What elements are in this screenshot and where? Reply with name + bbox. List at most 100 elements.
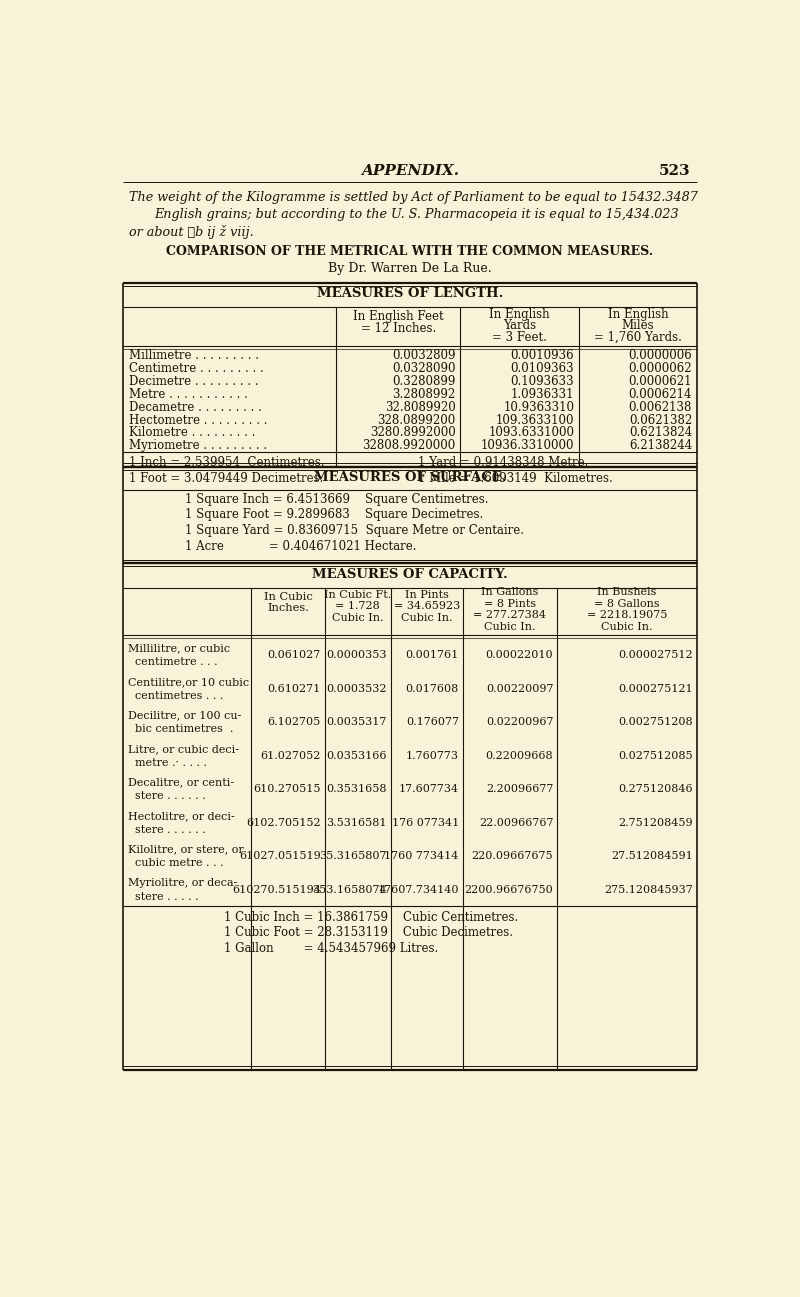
Text: = 34.65923: = 34.65923 (394, 601, 460, 611)
Text: Myriolitre, or deca-: Myriolitre, or deca- (128, 878, 238, 887)
Text: 22.00966767: 22.00966767 (479, 817, 554, 827)
Text: 0.00220097: 0.00220097 (486, 684, 554, 694)
Text: 0.0010936: 0.0010936 (510, 349, 574, 362)
Text: Kilolitre, or stere, or: Kilolitre, or stere, or (128, 844, 244, 855)
Text: 0.0328090: 0.0328090 (392, 362, 456, 375)
Text: 610270.515194: 610270.515194 (232, 885, 321, 895)
Text: 1 Mile = 1.6093149  Kilometres.: 1 Mile = 1.6093149 Kilometres. (418, 472, 613, 485)
Text: In Gallons: In Gallons (482, 588, 538, 597)
Text: 328.0899200: 328.0899200 (378, 414, 456, 427)
Text: Centilitre,or 10 cubic: Centilitre,or 10 cubic (128, 677, 249, 686)
Text: English grains; but according to the U. S. Pharmacopeia it is equal to 15,434.02: English grains; but according to the U. … (154, 209, 679, 222)
Text: 610.270515: 610.270515 (254, 785, 321, 794)
Text: Millimetre . . . . . . . . .: Millimetre . . . . . . . . . (130, 349, 259, 362)
Text: 3280.8992000: 3280.8992000 (370, 427, 456, 440)
Text: 1 Square Yard = 0.83609715  Square Metre or Centaire.: 1 Square Yard = 0.83609715 Square Metre … (186, 524, 524, 537)
Text: Miles: Miles (622, 319, 654, 332)
Text: In Cubic Ft.: In Cubic Ft. (324, 590, 391, 599)
Text: Myriometre . . . . . . . . .: Myriometre . . . . . . . . . (130, 440, 267, 453)
Text: = 3 Feet.: = 3 Feet. (492, 331, 547, 344)
Text: 1093.6331000: 1093.6331000 (488, 427, 574, 440)
Text: Cubic In.: Cubic In. (401, 612, 453, 623)
Text: 3.2808992: 3.2808992 (393, 388, 456, 401)
Text: 0.0621382: 0.0621382 (629, 414, 692, 427)
Text: APPENDIX.: APPENDIX. (361, 163, 459, 178)
Text: 0.002751208: 0.002751208 (618, 717, 693, 728)
Text: By Dr. Warren De La Rue.: By Dr. Warren De La Rue. (328, 262, 492, 275)
Text: Centimetre . . . . . . . . .: Centimetre . . . . . . . . . (130, 362, 264, 375)
Text: 0.000027512: 0.000027512 (618, 650, 693, 660)
Text: In English: In English (490, 307, 550, 320)
Text: MEASURES OF CAPACITY.: MEASURES OF CAPACITY. (312, 568, 508, 581)
Text: 0.0109363: 0.0109363 (510, 362, 574, 375)
Text: 0.0353166: 0.0353166 (326, 751, 386, 760)
Text: 6.2138244: 6.2138244 (629, 440, 692, 453)
Text: 1 Gallon        = 4.543457969 Litres.: 1 Gallon = 4.543457969 Litres. (224, 942, 438, 955)
Text: 176 077341: 176 077341 (391, 817, 459, 827)
Text: 0.0000621: 0.0000621 (629, 375, 692, 388)
Text: 0.000275121: 0.000275121 (618, 684, 693, 694)
Text: or about ᭢b ij ž viij.: or about ᭢b ij ž viij. (130, 224, 254, 239)
Text: 0.0000006: 0.0000006 (628, 349, 692, 362)
Text: 0.0000062: 0.0000062 (629, 362, 692, 375)
Text: Cubic In.: Cubic In. (332, 612, 383, 623)
Text: stere . . . . . .: stere . . . . . . (128, 825, 206, 834)
Text: centimetre . . .: centimetre . . . (128, 658, 218, 667)
Text: = 8 Gallons: = 8 Gallons (594, 599, 660, 608)
Text: 61027.051519: 61027.051519 (239, 851, 321, 861)
Text: 1760 773414: 1760 773414 (385, 851, 459, 861)
Text: 0.0000353: 0.0000353 (326, 650, 386, 660)
Text: Hectometre . . . . . . . . .: Hectometre . . . . . . . . . (130, 414, 268, 427)
Text: 0.001761: 0.001761 (406, 650, 459, 660)
Text: stere . . . . . .: stere . . . . . . (128, 791, 206, 802)
Text: In Bushels: In Bushels (598, 588, 657, 597)
Text: 2200.96676750: 2200.96676750 (465, 885, 554, 895)
Text: 1.0936331: 1.0936331 (510, 388, 574, 401)
Text: Cubic In.: Cubic In. (602, 621, 653, 632)
Text: Cubic In.: Cubic In. (484, 621, 536, 632)
Text: Decalitre, or centi-: Decalitre, or centi- (128, 777, 234, 787)
Text: In Pints: In Pints (405, 590, 449, 599)
Text: 0.22009668: 0.22009668 (486, 751, 554, 760)
Text: 0.6213824: 0.6213824 (629, 427, 692, 440)
Text: 0.176077: 0.176077 (406, 717, 459, 728)
Text: 0.610271: 0.610271 (268, 684, 321, 694)
Text: Hectolitre, or deci-: Hectolitre, or deci- (128, 811, 234, 821)
Text: 0.017608: 0.017608 (406, 684, 459, 694)
Text: In English Feet: In English Feet (353, 310, 444, 323)
Text: 523: 523 (659, 163, 690, 178)
Text: MEASURES OF LENGTH.: MEASURES OF LENGTH. (317, 288, 503, 301)
Text: 0.3531658: 0.3531658 (326, 785, 386, 794)
Text: cubic metre . . .: cubic metre . . . (128, 859, 223, 868)
Text: COMPARISON OF THE METRICAL WITH THE COMMON MEASURES.: COMPARISON OF THE METRICAL WITH THE COMM… (166, 245, 654, 258)
Text: Yards: Yards (503, 319, 536, 332)
Text: 35.3165807: 35.3165807 (319, 851, 386, 861)
Text: = 1.728: = 1.728 (335, 601, 380, 611)
Text: 1 Cubic Inch = 16.3861759    Cubic Centimetres.: 1 Cubic Inch = 16.3861759 Cubic Centimet… (224, 910, 518, 923)
Text: In English: In English (607, 307, 668, 320)
Text: Litre, or cubic deci-: Litre, or cubic deci- (128, 743, 239, 754)
Text: 0.027512085: 0.027512085 (618, 751, 693, 760)
Text: bic centimetres  .: bic centimetres . (128, 724, 234, 734)
Text: 0.0062138: 0.0062138 (629, 401, 692, 414)
Text: 0.0006214: 0.0006214 (629, 388, 692, 401)
Text: The weight of the Kilogramme is settled by Act of Parliament to be equal to 1543: The weight of the Kilogramme is settled … (130, 192, 698, 205)
Text: 0.0035317: 0.0035317 (326, 717, 386, 728)
Text: 1 Foot = 3.0479449 Decimetres.: 1 Foot = 3.0479449 Decimetres. (130, 472, 324, 485)
Text: 1 Cubic Foot = 28.3153119    Cubic Decimetres.: 1 Cubic Foot = 28.3153119 Cubic Decimetr… (224, 926, 513, 939)
Text: 0.02200967: 0.02200967 (486, 717, 554, 728)
Text: MEASURES OF SURFACE.: MEASURES OF SURFACE. (314, 471, 506, 484)
Text: Kilometre . . . . . . . . .: Kilometre . . . . . . . . . (130, 427, 256, 440)
Text: 1 Inch = 2.539954  Centimetres.: 1 Inch = 2.539954 Centimetres. (130, 457, 325, 470)
Text: 0.0003532: 0.0003532 (326, 684, 386, 694)
Text: In Cubic: In Cubic (263, 591, 312, 602)
Text: 32808.9920000: 32808.9920000 (362, 440, 456, 453)
Text: Metre . . . . . . . . . . .: Metre . . . . . . . . . . . (130, 388, 248, 401)
Text: = 2218.19075: = 2218.19075 (587, 611, 667, 620)
Text: = 277.27384: = 277.27384 (474, 611, 546, 620)
Text: 1 Acre            = 0.404671021 Hectare.: 1 Acre = 0.404671021 Hectare. (186, 540, 417, 553)
Text: 17607.734140: 17607.734140 (378, 885, 459, 895)
Text: 0.275120846: 0.275120846 (618, 785, 693, 794)
Text: stere . . . . .: stere . . . . . (128, 891, 198, 901)
Text: Millilitre, or cubic: Millilitre, or cubic (128, 643, 230, 654)
